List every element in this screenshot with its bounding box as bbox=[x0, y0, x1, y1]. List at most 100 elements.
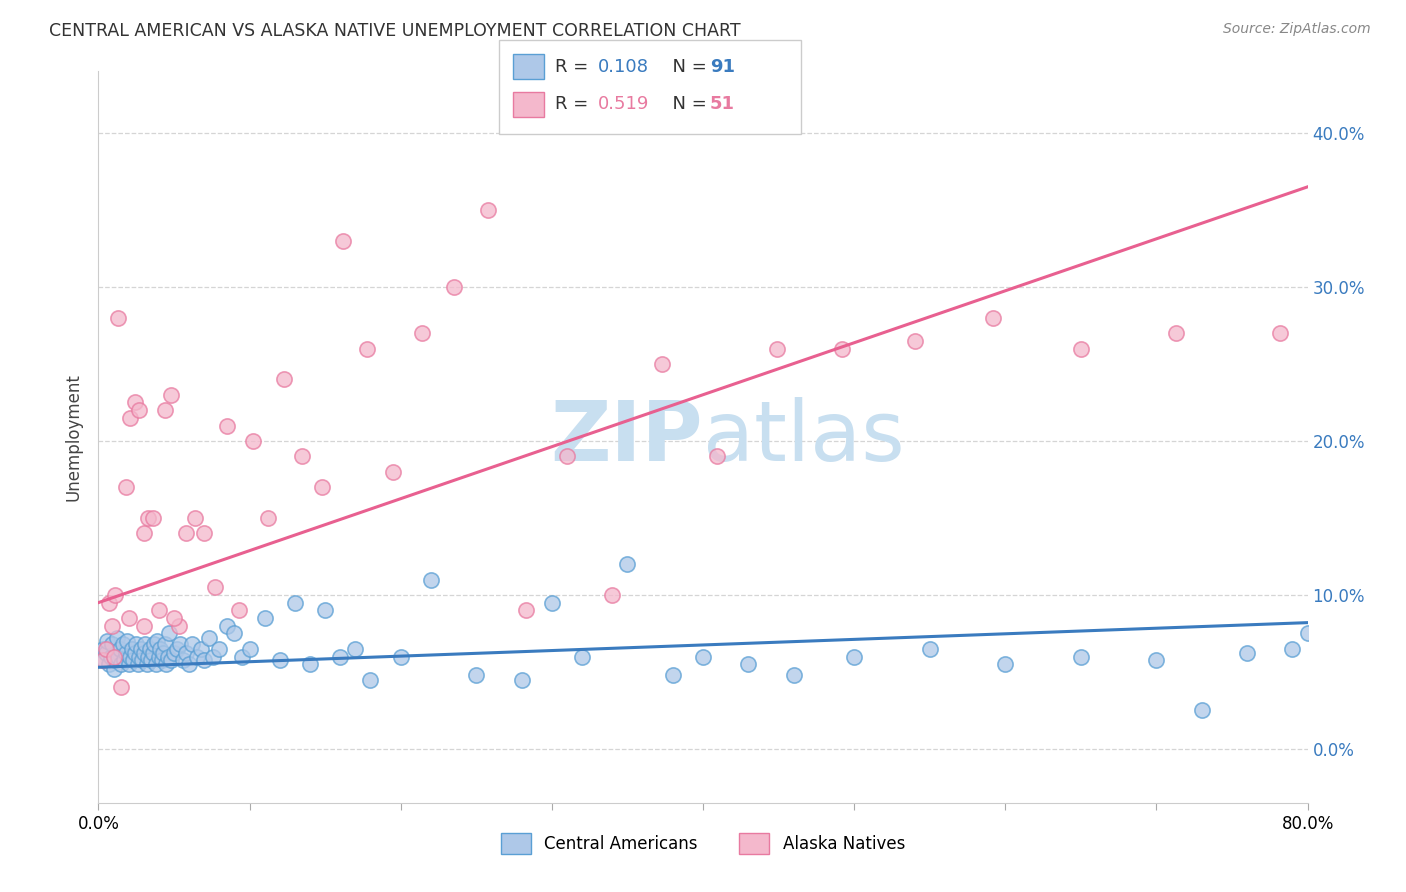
Point bbox=[110, 681, 132, 695]
Point bbox=[150, 652, 173, 666]
Point bbox=[918, 641, 941, 656]
Point bbox=[107, 649, 129, 664]
Point bbox=[132, 526, 155, 541]
Point bbox=[190, 641, 212, 656]
Point bbox=[112, 652, 135, 666]
Point bbox=[1236, 647, 1258, 661]
Point bbox=[981, 310, 1004, 325]
Point bbox=[136, 511, 159, 525]
Legend: Central Americans, Alaska Natives: Central Americans, Alaska Natives bbox=[495, 827, 911, 860]
Point bbox=[783, 668, 806, 682]
Point bbox=[163, 647, 186, 661]
Point bbox=[253, 611, 276, 625]
Point bbox=[98, 657, 121, 672]
Point bbox=[104, 652, 127, 666]
Point bbox=[443, 280, 465, 294]
Point bbox=[166, 641, 188, 656]
Point bbox=[163, 611, 186, 625]
Point bbox=[131, 652, 153, 666]
Point bbox=[314, 603, 336, 617]
Point bbox=[540, 596, 562, 610]
Point bbox=[120, 410, 142, 425]
Point bbox=[465, 668, 488, 682]
Text: N =: N = bbox=[661, 58, 713, 76]
Text: 0.108: 0.108 bbox=[598, 58, 648, 76]
Point bbox=[100, 649, 122, 664]
Point bbox=[114, 647, 136, 661]
Point bbox=[153, 637, 176, 651]
Point bbox=[329, 649, 352, 664]
Point bbox=[273, 372, 295, 386]
Point bbox=[141, 652, 163, 666]
Point bbox=[155, 657, 177, 672]
Point bbox=[186, 649, 208, 664]
Point bbox=[146, 634, 169, 648]
Point bbox=[104, 588, 127, 602]
Point bbox=[181, 637, 204, 651]
Point bbox=[1270, 326, 1292, 340]
Point bbox=[256, 511, 278, 525]
Point bbox=[184, 511, 207, 525]
Point bbox=[136, 649, 159, 664]
Point bbox=[291, 450, 314, 464]
Point bbox=[128, 403, 150, 417]
Point bbox=[148, 603, 170, 617]
Point bbox=[269, 652, 291, 666]
Point bbox=[224, 626, 246, 640]
Point bbox=[98, 596, 121, 610]
Text: CENTRAL AMERICAN VS ALASKA NATIVE UNEMPLOYMENT CORRELATION CHART: CENTRAL AMERICAN VS ALASKA NATIVE UNEMPL… bbox=[49, 22, 741, 40]
Point bbox=[94, 647, 117, 661]
Point bbox=[148, 649, 170, 664]
Point bbox=[124, 395, 146, 409]
Point bbox=[661, 668, 683, 682]
Point bbox=[132, 647, 155, 661]
Point bbox=[96, 634, 118, 648]
Point bbox=[1164, 326, 1187, 340]
Point bbox=[202, 649, 225, 664]
Point bbox=[284, 596, 307, 610]
Point bbox=[344, 641, 367, 656]
Point bbox=[125, 637, 148, 651]
Point bbox=[174, 526, 197, 541]
Point bbox=[1296, 626, 1319, 640]
Point bbox=[122, 652, 145, 666]
Point bbox=[239, 641, 262, 656]
Point bbox=[108, 641, 131, 656]
Point bbox=[139, 641, 162, 656]
Point bbox=[121, 641, 143, 656]
Point bbox=[1144, 652, 1167, 666]
Point bbox=[134, 637, 156, 651]
Point bbox=[132, 618, 155, 632]
Point bbox=[1070, 342, 1092, 356]
Point bbox=[143, 637, 166, 651]
Point bbox=[115, 634, 138, 648]
Point bbox=[174, 647, 197, 661]
Point bbox=[91, 641, 114, 656]
Point bbox=[193, 652, 215, 666]
Text: R =: R = bbox=[555, 58, 595, 76]
Point bbox=[616, 557, 638, 571]
Point bbox=[172, 652, 194, 666]
Point bbox=[118, 657, 141, 672]
Point bbox=[420, 573, 443, 587]
Point bbox=[107, 310, 129, 325]
Point bbox=[737, 657, 759, 672]
Point bbox=[128, 649, 150, 664]
Point bbox=[831, 342, 853, 356]
Point bbox=[156, 649, 179, 664]
Point bbox=[142, 647, 165, 661]
Point bbox=[101, 637, 124, 651]
Point bbox=[994, 657, 1017, 672]
Point bbox=[299, 657, 322, 672]
Point bbox=[766, 342, 789, 356]
Point bbox=[129, 641, 152, 656]
Text: 51: 51 bbox=[710, 95, 735, 113]
Point bbox=[94, 641, 117, 656]
Point bbox=[1281, 641, 1303, 656]
Point bbox=[477, 202, 499, 217]
Point bbox=[149, 641, 172, 656]
Text: atlas: atlas bbox=[703, 397, 904, 477]
Point bbox=[706, 450, 728, 464]
Point bbox=[411, 326, 433, 340]
Point bbox=[692, 649, 714, 664]
